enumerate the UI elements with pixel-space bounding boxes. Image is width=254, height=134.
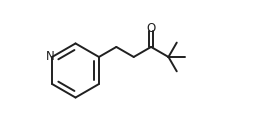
Text: N: N bbox=[46, 50, 54, 63]
Text: O: O bbox=[147, 22, 156, 35]
